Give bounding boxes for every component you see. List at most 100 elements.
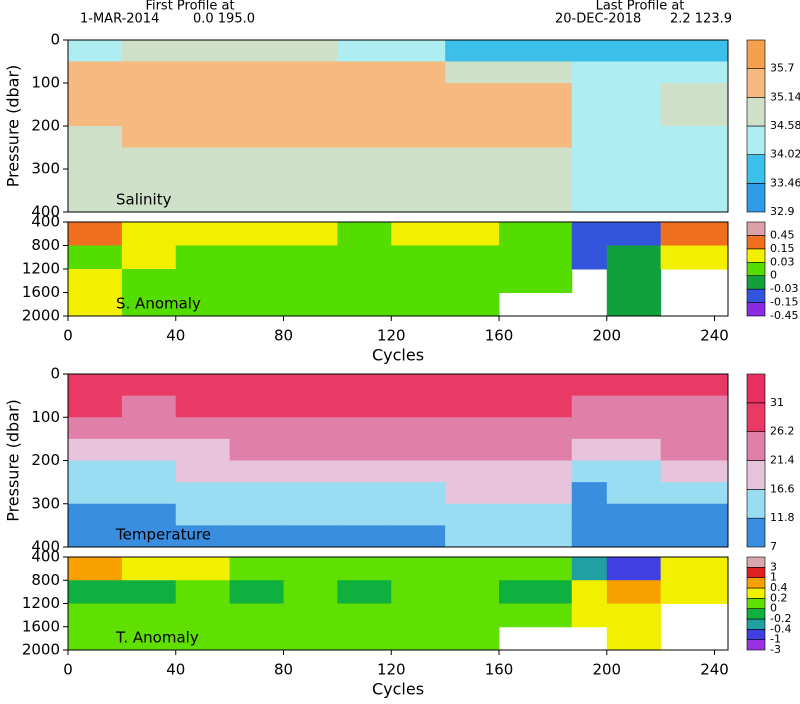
y-tick-label: 400 — [31, 538, 60, 556]
x-tick-label: 240 — [700, 327, 729, 345]
cell — [571, 557, 608, 581]
cell — [337, 190, 392, 213]
colorbar-box — [746, 639, 766, 651]
colorbar-label: 11.8 — [770, 511, 795, 524]
cell — [660, 417, 729, 440]
cell — [606, 269, 662, 293]
cell — [606, 557, 662, 581]
cell — [337, 126, 392, 148]
cell — [571, 147, 608, 170]
cell — [606, 395, 662, 418]
colorbar-box — [746, 460, 766, 490]
cell — [175, 374, 231, 397]
cell — [391, 580, 446, 604]
cell — [391, 83, 446, 105]
cell — [68, 169, 123, 191]
cell — [175, 557, 231, 581]
x-tick-label: 0 — [63, 661, 73, 679]
cell — [175, 603, 231, 628]
cell — [121, 61, 177, 84]
header-text: 0.0 195.0 — [193, 12, 255, 27]
header-text: 2.2 123.9 — [670, 12, 732, 27]
x-tick-label: 160 — [485, 327, 514, 345]
x-tick-label: 0 — [63, 327, 73, 345]
cell — [283, 269, 338, 293]
y-tick-label: 0 — [50, 31, 60, 49]
y-tick-label: 400 — [31, 548, 60, 566]
cell — [68, 374, 123, 397]
cell — [283, 417, 338, 440]
cell — [391, 603, 446, 628]
cell — [68, 61, 123, 84]
cell — [68, 40, 123, 62]
cell — [571, 438, 608, 461]
cell — [175, 417, 231, 440]
colorbar-box — [746, 598, 766, 609]
cell — [391, 104, 446, 127]
cell — [337, 557, 392, 581]
cell — [606, 61, 662, 84]
cell — [229, 438, 285, 461]
colorbar-box — [746, 577, 766, 589]
cell — [68, 222, 123, 246]
cell — [606, 580, 662, 604]
colorbar-label: 1 — [770, 571, 777, 584]
cell — [68, 147, 123, 170]
panel-label: Temperature — [115, 526, 211, 544]
cell — [283, 603, 338, 628]
cell — [68, 292, 123, 317]
cell — [337, 417, 392, 440]
cell — [445, 438, 500, 461]
y-tick-label: 0 — [50, 365, 60, 383]
cell — [283, 482, 338, 505]
cell — [175, 126, 231, 148]
cell — [660, 525, 729, 548]
panel-label: T. Anomaly — [115, 629, 199, 647]
colorbar-label: 31 — [770, 396, 784, 409]
cell — [229, 169, 285, 191]
cell — [499, 557, 573, 581]
cell — [121, 190, 177, 213]
cell — [283, 40, 338, 62]
cell — [445, 83, 500, 105]
cell — [499, 525, 573, 548]
cell — [175, 169, 231, 191]
cell — [445, 269, 500, 293]
cell — [606, 245, 662, 270]
cell — [337, 482, 392, 505]
cell — [499, 374, 573, 397]
cell — [121, 580, 177, 604]
cell — [229, 557, 285, 581]
x-tick-label: 80 — [274, 661, 293, 679]
x-tick-label: 120 — [377, 327, 406, 345]
cell — [68, 626, 123, 651]
cell — [283, 245, 338, 270]
panel-label: S. Anomaly — [116, 295, 201, 313]
cell — [175, 104, 231, 127]
cell — [391, 482, 446, 505]
cell — [499, 417, 573, 440]
cell — [68, 503, 123, 526]
cell — [391, 126, 446, 148]
cell — [571, 222, 608, 246]
cell — [445, 104, 500, 127]
colorbar-box — [746, 431, 766, 461]
cell — [229, 104, 285, 127]
colorbar-label: 0.4 — [770, 581, 788, 594]
cell — [68, 104, 123, 127]
cell — [445, 374, 500, 397]
cell — [229, 374, 285, 397]
cell — [606, 438, 662, 461]
colorbar-box — [746, 373, 766, 404]
y-tick-label: 800 — [31, 236, 60, 254]
cell — [229, 417, 285, 440]
cell — [68, 603, 123, 628]
cell — [175, 269, 231, 293]
cell — [571, 83, 608, 105]
cell — [337, 222, 392, 246]
cell — [229, 269, 285, 293]
colorbar-box — [746, 39, 766, 69]
cell — [660, 104, 729, 127]
cell — [499, 126, 573, 148]
cell — [337, 245, 392, 270]
